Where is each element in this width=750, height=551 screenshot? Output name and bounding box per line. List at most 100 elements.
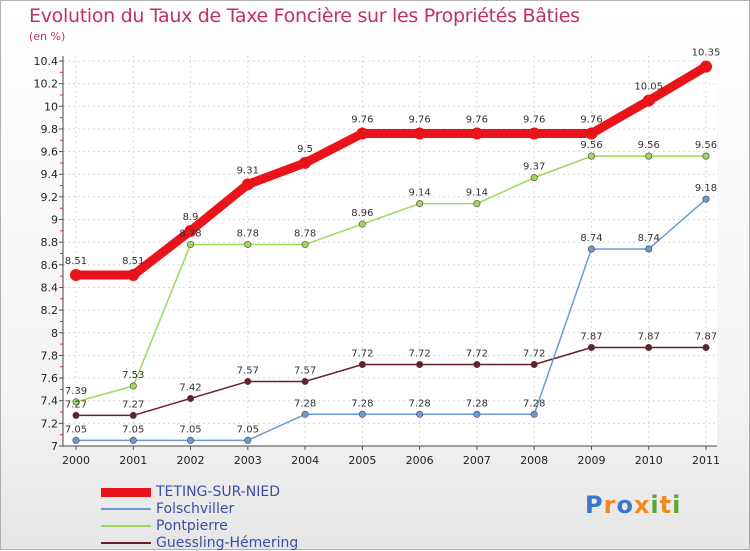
data-point — [72, 411, 80, 419]
data-label: 9.56 — [638, 140, 660, 151]
data-label: 7.05 — [179, 424, 201, 435]
data-label: 7.87 — [638, 331, 660, 342]
data-point — [301, 240, 309, 248]
data-label: 7.72 — [351, 348, 373, 359]
logo-letter: r — [603, 491, 617, 519]
logo-letter: t — [659, 491, 673, 519]
data-point — [702, 152, 710, 160]
y-tick-label: 7 — [51, 440, 58, 453]
legend-swatch — [101, 525, 151, 527]
data-point — [587, 152, 595, 160]
data-point — [70, 269, 82, 282]
data-label: 7.72 — [523, 348, 545, 359]
y-tick-label: 9.2 — [41, 191, 59, 204]
data-point — [127, 269, 140, 282]
data-label: 8.96 — [351, 208, 373, 219]
data-point — [530, 360, 538, 368]
data-point — [587, 245, 595, 253]
data-point — [416, 410, 424, 418]
data-label: 7.72 — [466, 348, 488, 359]
x-tick-label: 2006 — [406, 454, 434, 467]
unit-label: (en %) — [29, 30, 66, 43]
data-label: 7.27 — [122, 399, 144, 410]
data-point — [416, 360, 424, 368]
data-point — [356, 127, 369, 140]
data-point — [645, 245, 653, 253]
data-point — [413, 127, 426, 140]
data-label: 9.76 — [580, 114, 602, 125]
data-label: 7.05 — [65, 424, 87, 435]
y-tick-label: 10.2 — [34, 78, 59, 91]
x-tick-label: 2003 — [234, 454, 262, 467]
data-label: 7.28 — [466, 398, 488, 409]
y-tick-label: 9.6 — [41, 146, 59, 159]
data-point — [585, 127, 598, 140]
data-point — [700, 60, 712, 73]
legend-swatch — [101, 508, 151, 510]
x-tick-label: 2008 — [520, 454, 548, 467]
series-line — [75, 155, 707, 403]
data-point — [244, 240, 252, 248]
data-point — [702, 195, 710, 203]
logo-letter: i — [672, 491, 682, 519]
data-label: 7.42 — [179, 382, 201, 393]
data-label: 7.28 — [523, 398, 545, 409]
legend-swatch — [101, 542, 151, 544]
data-point — [702, 343, 710, 351]
data-point — [299, 156, 312, 169]
y-tick-label: 7.8 — [41, 349, 59, 362]
data-point — [358, 410, 366, 418]
data-label: 9.56 — [695, 140, 717, 151]
data-label: 10.05 — [634, 82, 663, 93]
data-label: 9.18 — [695, 183, 717, 194]
logo-letter: i — [650, 491, 660, 519]
data-label: 8.9 — [183, 212, 199, 223]
y-tick-label: 10 — [44, 100, 58, 113]
data-label: 7.27 — [65, 399, 87, 410]
y-tick-label: 9.8 — [41, 123, 59, 136]
data-label: 7.53 — [122, 370, 144, 381]
logo-letter: o — [616, 491, 634, 519]
y-tick-label: 8.8 — [41, 236, 59, 249]
x-tick-label: 2001 — [119, 454, 147, 467]
y-tick-label: 8 — [51, 327, 58, 340]
logo-letter: P — [585, 491, 604, 519]
data-point — [301, 410, 309, 418]
data-point — [72, 436, 80, 444]
data-label: 7.05 — [122, 424, 144, 435]
data-label: 7.57 — [294, 365, 316, 376]
data-label: 7.05 — [237, 424, 259, 435]
data-point — [129, 436, 137, 444]
legend-label: Guessling-Hémering — [156, 535, 299, 551]
x-tick-label: 2009 — [577, 454, 605, 467]
legend-label: Folschviller — [156, 501, 235, 517]
data-point — [473, 360, 481, 368]
legend-label: TETING-SUR-NIED — [156, 484, 281, 500]
data-point — [530, 174, 538, 182]
logo-letter: x — [633, 491, 651, 519]
data-label: 8.78 — [237, 228, 259, 239]
y-tick-label: 10.4 — [34, 55, 59, 68]
data-point — [301, 377, 309, 385]
data-label: 8.51 — [65, 256, 87, 267]
data-label: 9.31 — [237, 165, 259, 176]
x-tick-label: 2000 — [62, 454, 90, 467]
data-point — [72, 398, 80, 406]
chart-title: Evolution du Taux de Taxe Foncière sur l… — [29, 5, 580, 27]
y-tick-label: 8.2 — [41, 304, 59, 317]
data-point — [473, 410, 481, 418]
data-label: 8.78 — [294, 228, 316, 239]
data-label: 7.87 — [580, 331, 602, 342]
x-tick-label: 2007 — [463, 454, 491, 467]
legend-label: Pontpierre — [156, 518, 228, 534]
data-label: 8.78 — [179, 228, 201, 239]
x-tick-label: 2005 — [348, 454, 376, 467]
data-point — [530, 410, 538, 418]
data-label: 9.14 — [409, 188, 431, 199]
y-tick-label: 9.4 — [41, 168, 59, 181]
data-point — [587, 343, 595, 351]
data-label: 7.28 — [351, 398, 373, 409]
legend-swatch — [101, 488, 151, 497]
